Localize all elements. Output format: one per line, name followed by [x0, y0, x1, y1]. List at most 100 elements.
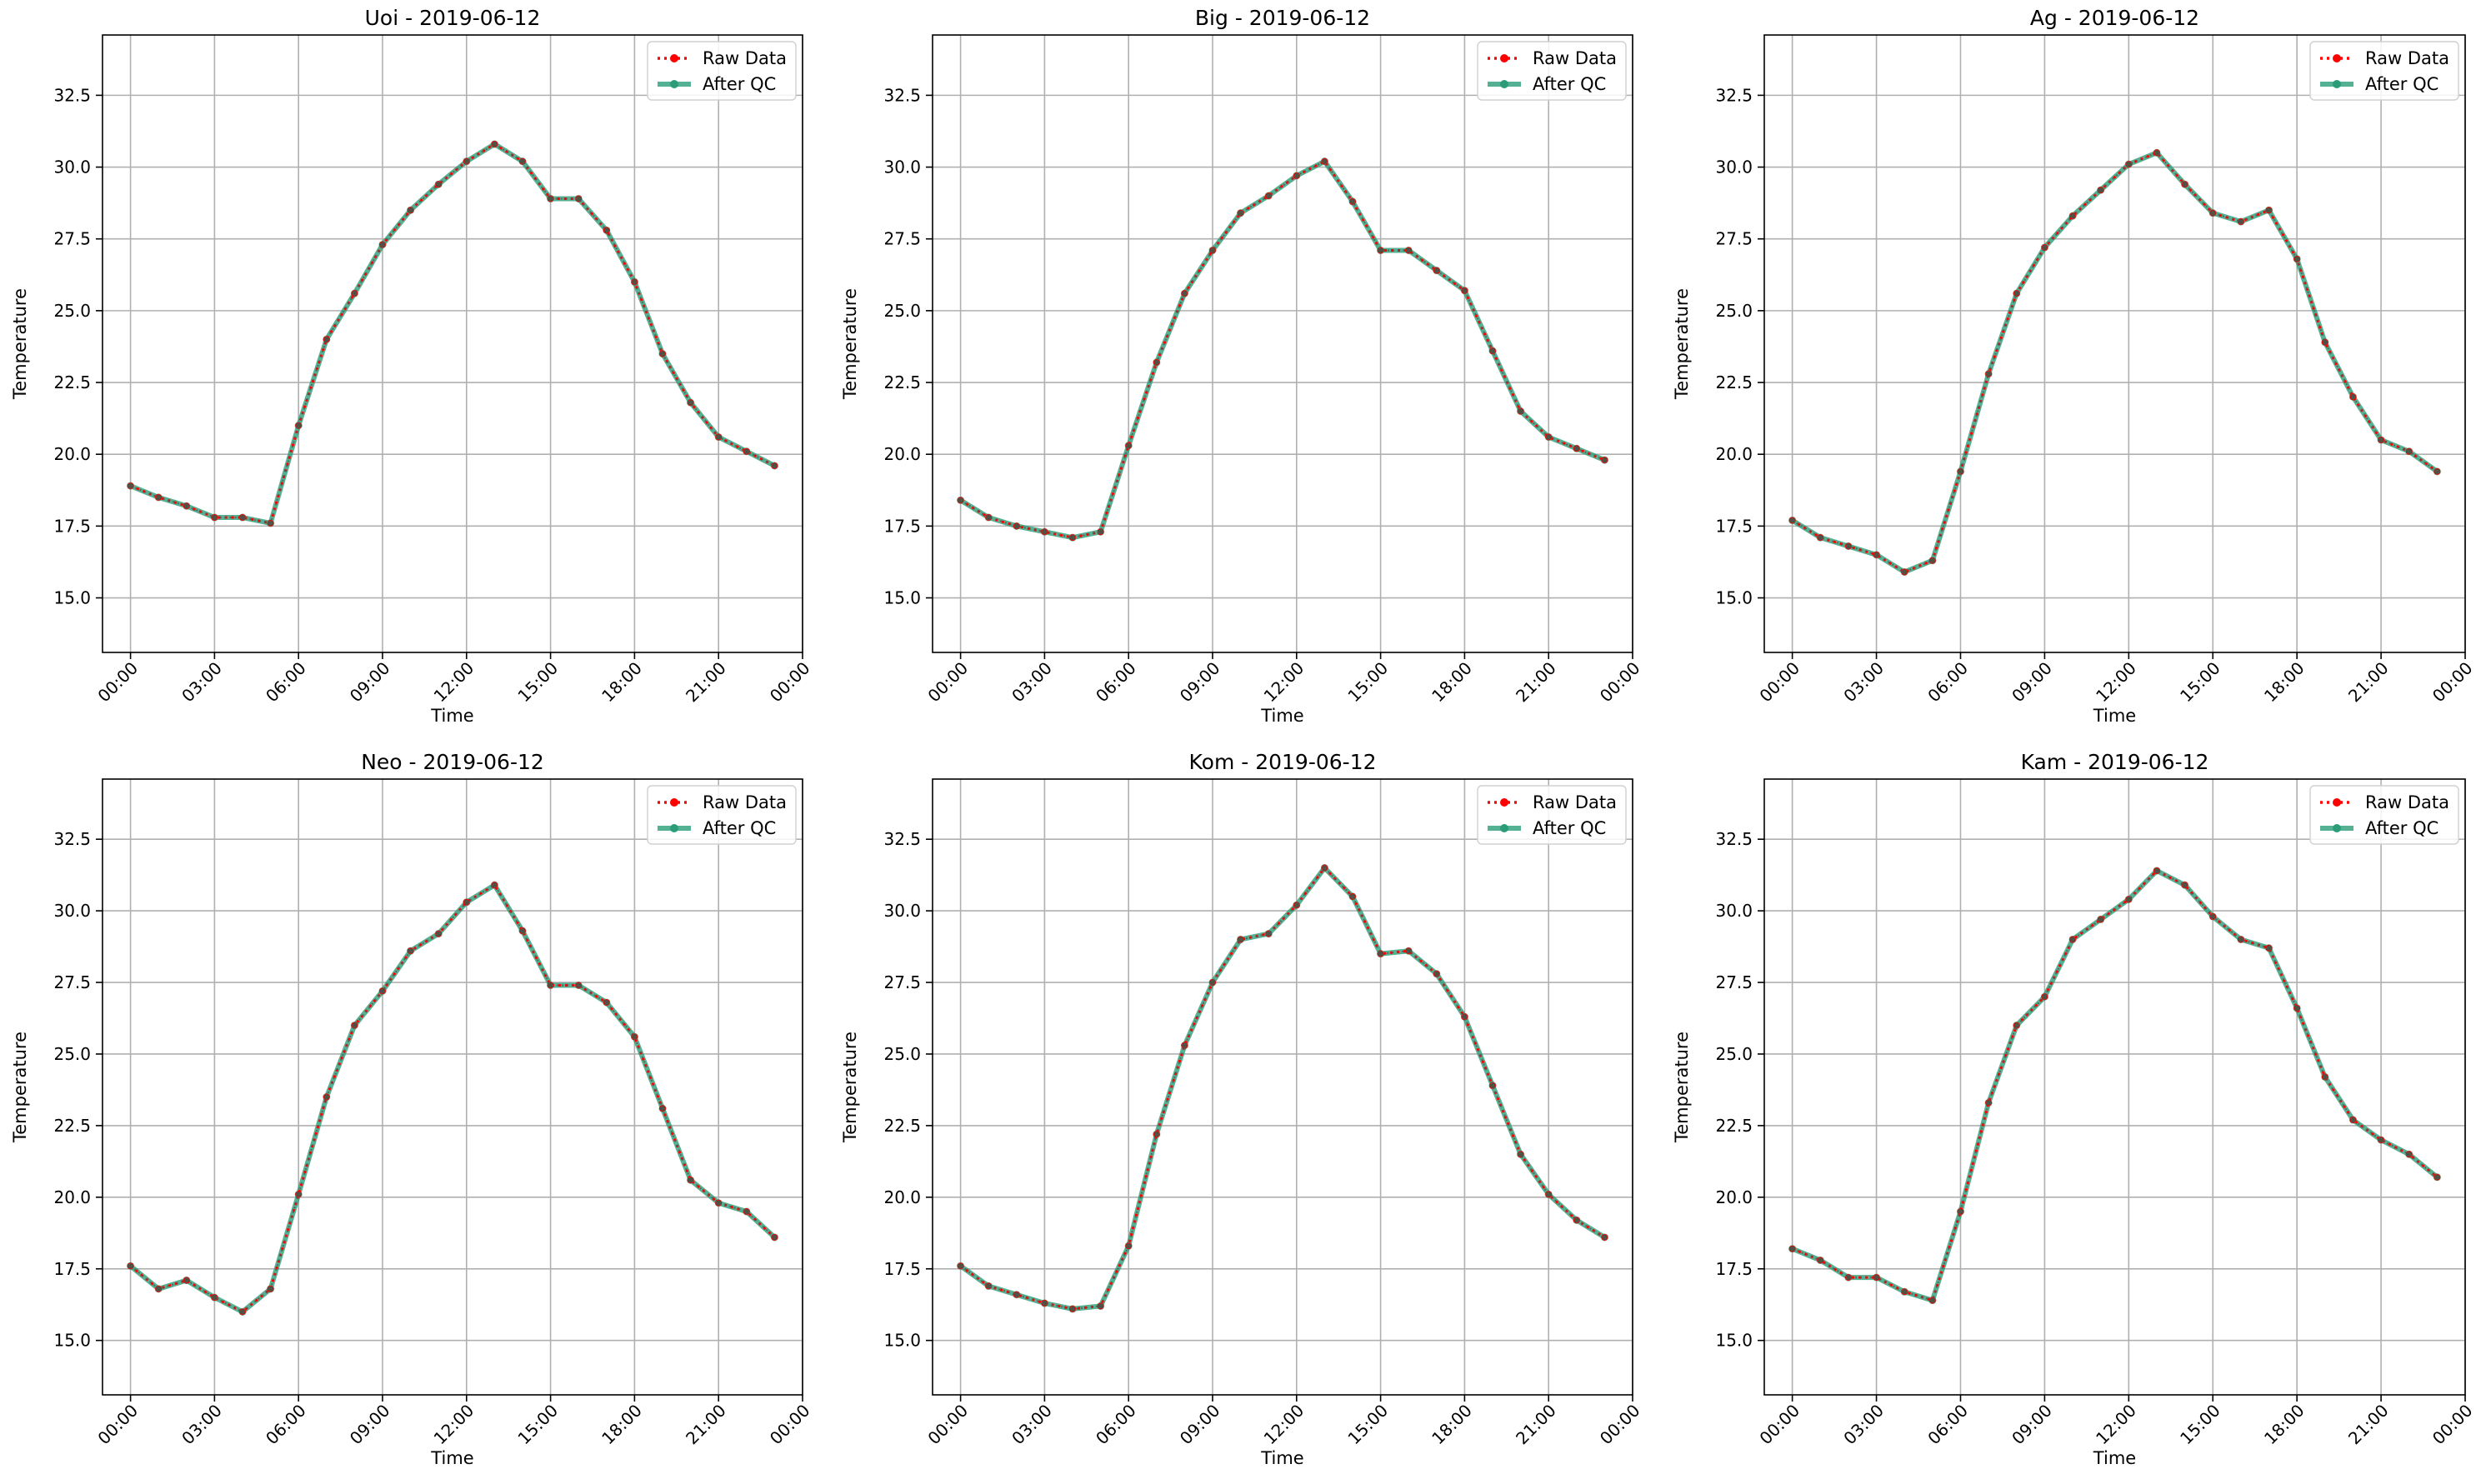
legend-marker — [2333, 798, 2341, 807]
series-line — [129, 883, 776, 1314]
x-axis-label: Time — [2093, 706, 2136, 726]
x-tick-label: 15:00 — [2176, 658, 2224, 707]
axes-frame — [1763, 778, 2466, 1396]
series-line — [960, 160, 1605, 539]
x-tick-label: 00:00 — [1596, 1401, 1644, 1449]
x-tick-label: 06:00 — [262, 1401, 310, 1449]
subplot-0: 00:00 03:00 06:00 09:00 12:00 15:00 18:00 21:00… — [10, 6, 814, 726]
legend-marker — [1500, 798, 1508, 807]
overlay-points — [128, 141, 778, 527]
data-point — [772, 462, 778, 469]
legend-label: Raw Data — [1533, 792, 1617, 812]
x-tick-label: 09:00 — [346, 1401, 394, 1449]
data-point — [379, 988, 386, 994]
legend-marker — [2333, 80, 2341, 88]
legend-marker — [670, 798, 678, 807]
x-tick-label: 00:00 — [2428, 658, 2477, 707]
data-point — [1958, 468, 1963, 475]
x-tick-label: 00:00 — [93, 1401, 142, 1449]
chart-title: Ag - 2019-06-12 — [2030, 6, 2199, 30]
grid — [933, 35, 1633, 652]
data-point — [128, 1263, 133, 1269]
data-point — [2182, 182, 2188, 187]
legend-marker — [1500, 824, 1508, 832]
x-tick-label: 09:00 — [1176, 1401, 1224, 1449]
overlay-points — [958, 158, 1608, 541]
y-axis-label: Temperature — [1672, 288, 1692, 400]
chart-title: Uoi - 2019-06-12 — [365, 6, 541, 30]
y-tick-label: 20.0 — [883, 444, 921, 464]
y-tick-label: 20.0 — [53, 1187, 91, 1207]
y-tick-label: 15.0 — [53, 1331, 91, 1351]
x-tick-label: 21:00 — [1512, 1401, 1560, 1449]
legend-item: After QC — [2320, 74, 2438, 94]
y-tick-label: 25.0 — [883, 301, 921, 321]
data-point — [1013, 523, 1020, 529]
x-tick-label: 09:00 — [1176, 658, 1224, 707]
data-point — [2013, 1022, 2019, 1028]
data-point — [2210, 210, 2216, 216]
legend-item: Raw Data — [2320, 792, 2449, 812]
legend-label: After QC — [2365, 74, 2438, 94]
y-tick-label: 27.5 — [1715, 229, 1753, 249]
legend-label: After QC — [703, 818, 776, 838]
x-tick-label: 09:00 — [2008, 1401, 2056, 1449]
y-tick-label: 25.0 — [1715, 1044, 1753, 1064]
y-tick-label: 32.5 — [1715, 829, 1753, 849]
y-tick-label: 22.5 — [53, 372, 91, 392]
y-tick-label: 15.0 — [1715, 1331, 1753, 1351]
series-line — [1789, 150, 2440, 575]
y-tick-label: 32.5 — [53, 829, 91, 849]
x-tick-label: 18:00 — [1428, 658, 1476, 707]
legend-label: After QC — [2365, 818, 2438, 838]
y-tick-label: 25.0 — [53, 1044, 91, 1064]
data-point — [1573, 1217, 1580, 1223]
y-tick-label: 25.0 — [1715, 301, 1753, 321]
data-point — [1126, 442, 1132, 449]
legend-marker — [2333, 54, 2341, 62]
x-axis-label: Time — [430, 706, 473, 726]
x-tick-label: 18:00 — [2260, 658, 2308, 707]
x-tick-label: 06:00 — [1092, 658, 1140, 707]
y-tick-label: 22.5 — [53, 1116, 91, 1136]
data-point — [576, 196, 582, 202]
y-tick-label: 32.5 — [883, 829, 921, 849]
data-point — [1929, 557, 1936, 563]
y-tick-label: 27.5 — [1715, 972, 1753, 992]
x-tick-label: 21:00 — [1512, 658, 1560, 707]
chart-title: Kom - 2019-06-12 — [1189, 750, 1377, 774]
x-tick-label: 15:00 — [1343, 658, 1392, 707]
x-tick-label: 00:00 — [1596, 658, 1644, 707]
data-point — [1985, 1100, 1992, 1106]
series-line — [1792, 152, 2438, 573]
chart-title: Kam - 2019-06-12 — [2021, 750, 2209, 774]
x-tick-label: 15:00 — [513, 658, 562, 707]
y-tick-label: 17.5 — [883, 516, 921, 536]
y-tick-label: 32.5 — [53, 85, 91, 105]
legend-item: After QC — [1488, 74, 1606, 94]
data-point — [1406, 948, 1412, 954]
legend: Raw Data After QC — [647, 41, 797, 101]
axes-frame — [932, 778, 1633, 1396]
x-tick-label: 03:00 — [1008, 1401, 1056, 1449]
y-tick-label: 30.0 — [883, 901, 921, 921]
x-tick-label: 09:00 — [2008, 658, 2056, 707]
data-point — [688, 399, 693, 406]
legend-marker — [670, 80, 678, 88]
series-after-qc — [957, 157, 1608, 542]
overlay-points — [128, 882, 778, 1315]
x-tick-label: 12:00 — [1260, 1401, 1308, 1449]
x-tick-label: 18:00 — [2260, 1401, 2308, 1449]
x-tick-label: 12:00 — [2092, 658, 2140, 707]
y-tick-label: 25.0 — [883, 1044, 921, 1064]
legend-label: Raw Data — [703, 48, 787, 68]
legend-label: After QC — [1533, 818, 1606, 838]
x-tick-label: 12:00 — [430, 1401, 478, 1449]
series-line — [1792, 869, 2438, 1302]
legend-item: After QC — [1488, 818, 1606, 838]
data-point — [1042, 1300, 1048, 1307]
subplot-4: 00:00 03:00 06:00 09:00 12:00 15:00 18:00 21:00… — [840, 750, 1644, 1468]
y-tick-label: 17.5 — [1715, 1259, 1753, 1279]
y-axis-label: Temperature — [10, 1032, 30, 1143]
legend-item: Raw Data — [2320, 48, 2449, 68]
